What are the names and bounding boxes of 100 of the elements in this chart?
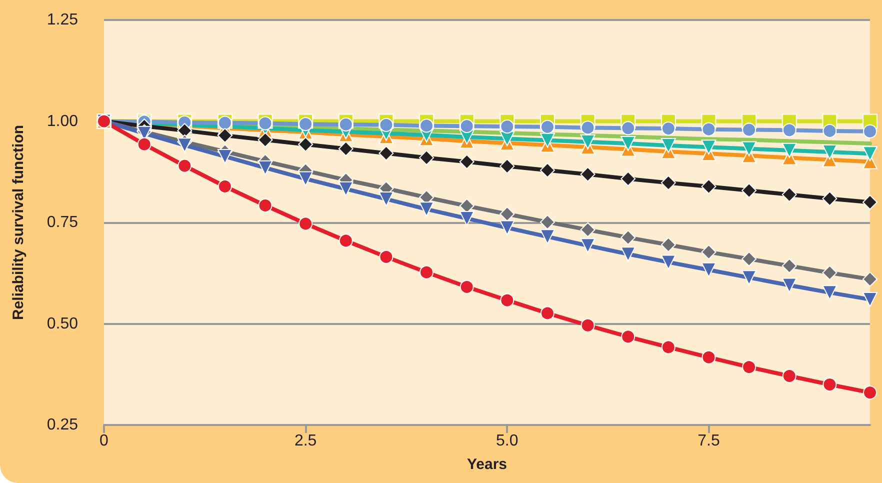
point [661,122,676,136]
y-tick-label: 0.50 [46,315,78,332]
point [782,187,797,202]
point [822,191,838,206]
point [620,136,636,152]
point [217,148,232,164]
point [298,117,313,132]
point [660,175,676,190]
point [822,144,838,160]
point [258,132,273,148]
x-tick-label: 2.5 [294,432,317,450]
point [460,119,474,134]
point [621,121,636,136]
point [459,154,474,170]
point [338,117,353,132]
point [580,166,596,182]
point [863,124,877,138]
point [822,265,838,280]
point [460,280,474,294]
x-tick-label: 7.5 [698,432,720,450]
point [419,150,434,166]
point [620,171,636,186]
point [177,123,192,138]
point [742,183,757,198]
point [702,122,716,136]
point [338,181,354,196]
point [742,122,756,137]
point [540,214,555,230]
point [660,254,676,270]
x-tick-label: 0 [100,432,109,450]
point [701,140,716,155]
point [701,178,716,194]
point [862,146,878,162]
point [862,194,878,210]
point [379,118,394,132]
point [338,234,353,248]
point [298,171,314,186]
point [782,123,796,138]
point [420,265,434,280]
point [742,141,757,156]
point [782,258,797,274]
point [298,136,314,152]
point [500,206,515,222]
point [863,386,877,400]
x-axis-title: Years [466,456,508,473]
point [621,330,636,344]
point [822,378,837,392]
point [500,158,515,174]
point [540,120,554,134]
point [258,160,273,176]
point [782,142,797,158]
point [298,216,313,231]
point [378,146,394,161]
point [178,158,192,173]
point [580,120,595,135]
point [420,118,434,133]
point [137,137,152,152]
point [782,278,797,293]
point [217,128,232,143]
point [701,244,716,260]
point [419,202,434,217]
point [580,318,595,332]
point [540,132,555,148]
y-tick-label: 1.25 [46,12,78,28]
point [500,120,514,134]
point [660,138,676,154]
point [701,262,716,278]
point [862,272,878,287]
point [540,229,555,244]
point [258,198,272,212]
point [540,306,554,320]
point [540,162,555,178]
point [500,220,515,236]
point [782,369,796,383]
y-tick-label: 0.75 [46,214,78,231]
point [742,251,757,266]
point [742,360,756,374]
point [218,179,232,194]
point [620,246,636,262]
point [661,340,676,354]
point [580,134,596,150]
point [742,270,757,286]
point [660,237,676,252]
point [580,222,596,238]
point [378,192,394,207]
point [702,350,716,364]
y-tick-label: 1.00 [46,112,78,130]
x-tick-label: 5.0 [496,432,518,450]
point [338,141,354,156]
point [580,238,596,254]
point [822,285,838,300]
point [862,292,878,307]
point [822,124,837,138]
point [500,293,514,308]
point [459,210,474,226]
point [379,250,394,264]
point [177,138,192,153]
y-tick-label: 0.25 [46,416,78,434]
y-axis-title: Reliability survival function [10,124,27,320]
point [620,230,636,245]
